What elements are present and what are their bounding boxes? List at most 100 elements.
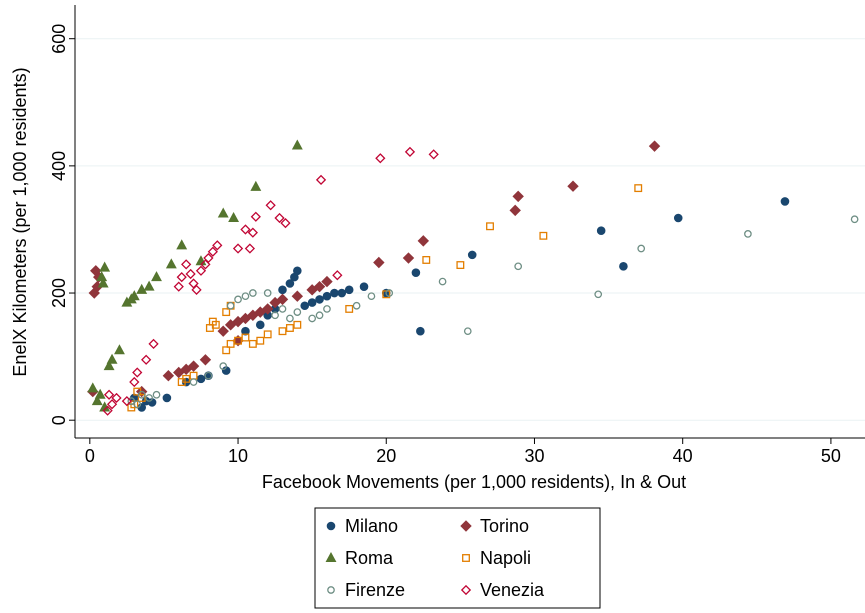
series [87,140,661,398]
point [204,371,213,380]
point [222,346,231,355]
point [162,393,172,403]
point [308,314,316,323]
point [152,390,161,399]
point [422,256,431,264]
point [162,369,175,382]
point [509,204,521,217]
point [97,277,109,288]
point [217,207,229,218]
point [196,374,206,384]
point [234,295,242,304]
point [291,139,303,150]
point [332,270,343,281]
point [417,235,430,247]
legend-item: Napoli [462,548,531,568]
point [248,339,257,348]
point [106,399,118,410]
point [263,330,272,339]
point [428,149,439,160]
point [300,301,310,311]
point [121,396,132,407]
point [293,266,302,276]
point [181,259,192,270]
point [244,243,256,254]
point [271,311,279,320]
point [313,280,326,293]
point [217,325,229,337]
point [145,394,153,402]
series [102,146,439,416]
x-tick-label: 50 [821,446,841,466]
point [188,278,199,289]
legend-marker [325,551,337,562]
point [315,174,327,185]
point [136,283,148,294]
point [165,258,177,269]
point [103,360,115,371]
point [438,277,447,286]
point [411,268,421,277]
point [337,288,347,298]
point [94,388,106,399]
point [212,240,223,251]
point [141,354,152,365]
point [133,400,142,409]
point [344,285,354,295]
point [673,213,683,223]
point [512,190,524,203]
point [285,279,295,288]
x-tick-label: 30 [524,446,544,466]
y-tick-label: 0 [49,415,69,425]
point [176,239,188,250]
point [187,360,200,372]
x-tick-label: 40 [673,446,693,466]
point [594,290,603,299]
point [247,227,258,238]
point [352,301,361,310]
series [129,197,790,412]
point [345,304,354,313]
point [255,320,265,330]
point [128,290,140,301]
legend-marker [326,521,336,531]
point [293,308,302,316]
point [330,288,339,298]
point [129,376,140,388]
legend-item: Torino [460,516,529,536]
x-tick-label: 0 [85,446,95,466]
point [648,140,661,152]
point [189,371,198,380]
point [567,180,579,192]
point [232,243,244,254]
point [200,259,211,270]
point [137,390,146,399]
point [514,262,523,271]
point [203,252,214,264]
point [456,261,465,270]
y-tick-label: 600 [49,24,69,54]
point [111,392,122,404]
point [278,285,287,295]
point [102,405,113,416]
point [322,291,332,301]
point [176,272,187,283]
point [226,339,235,348]
point [367,292,376,301]
legend-marker [460,584,472,596]
point [278,305,287,313]
x-tick-label: 10 [228,446,248,466]
x-axis-title: Facebook Movements (per 1,000 residents)… [262,472,686,492]
point [250,211,261,222]
point [199,354,212,366]
series [87,139,303,412]
point [744,230,752,238]
point [256,336,265,345]
point [219,362,228,371]
point [241,326,250,336]
point [241,292,250,301]
point [850,215,859,224]
point [189,378,198,386]
point [127,397,136,405]
point [307,298,317,307]
